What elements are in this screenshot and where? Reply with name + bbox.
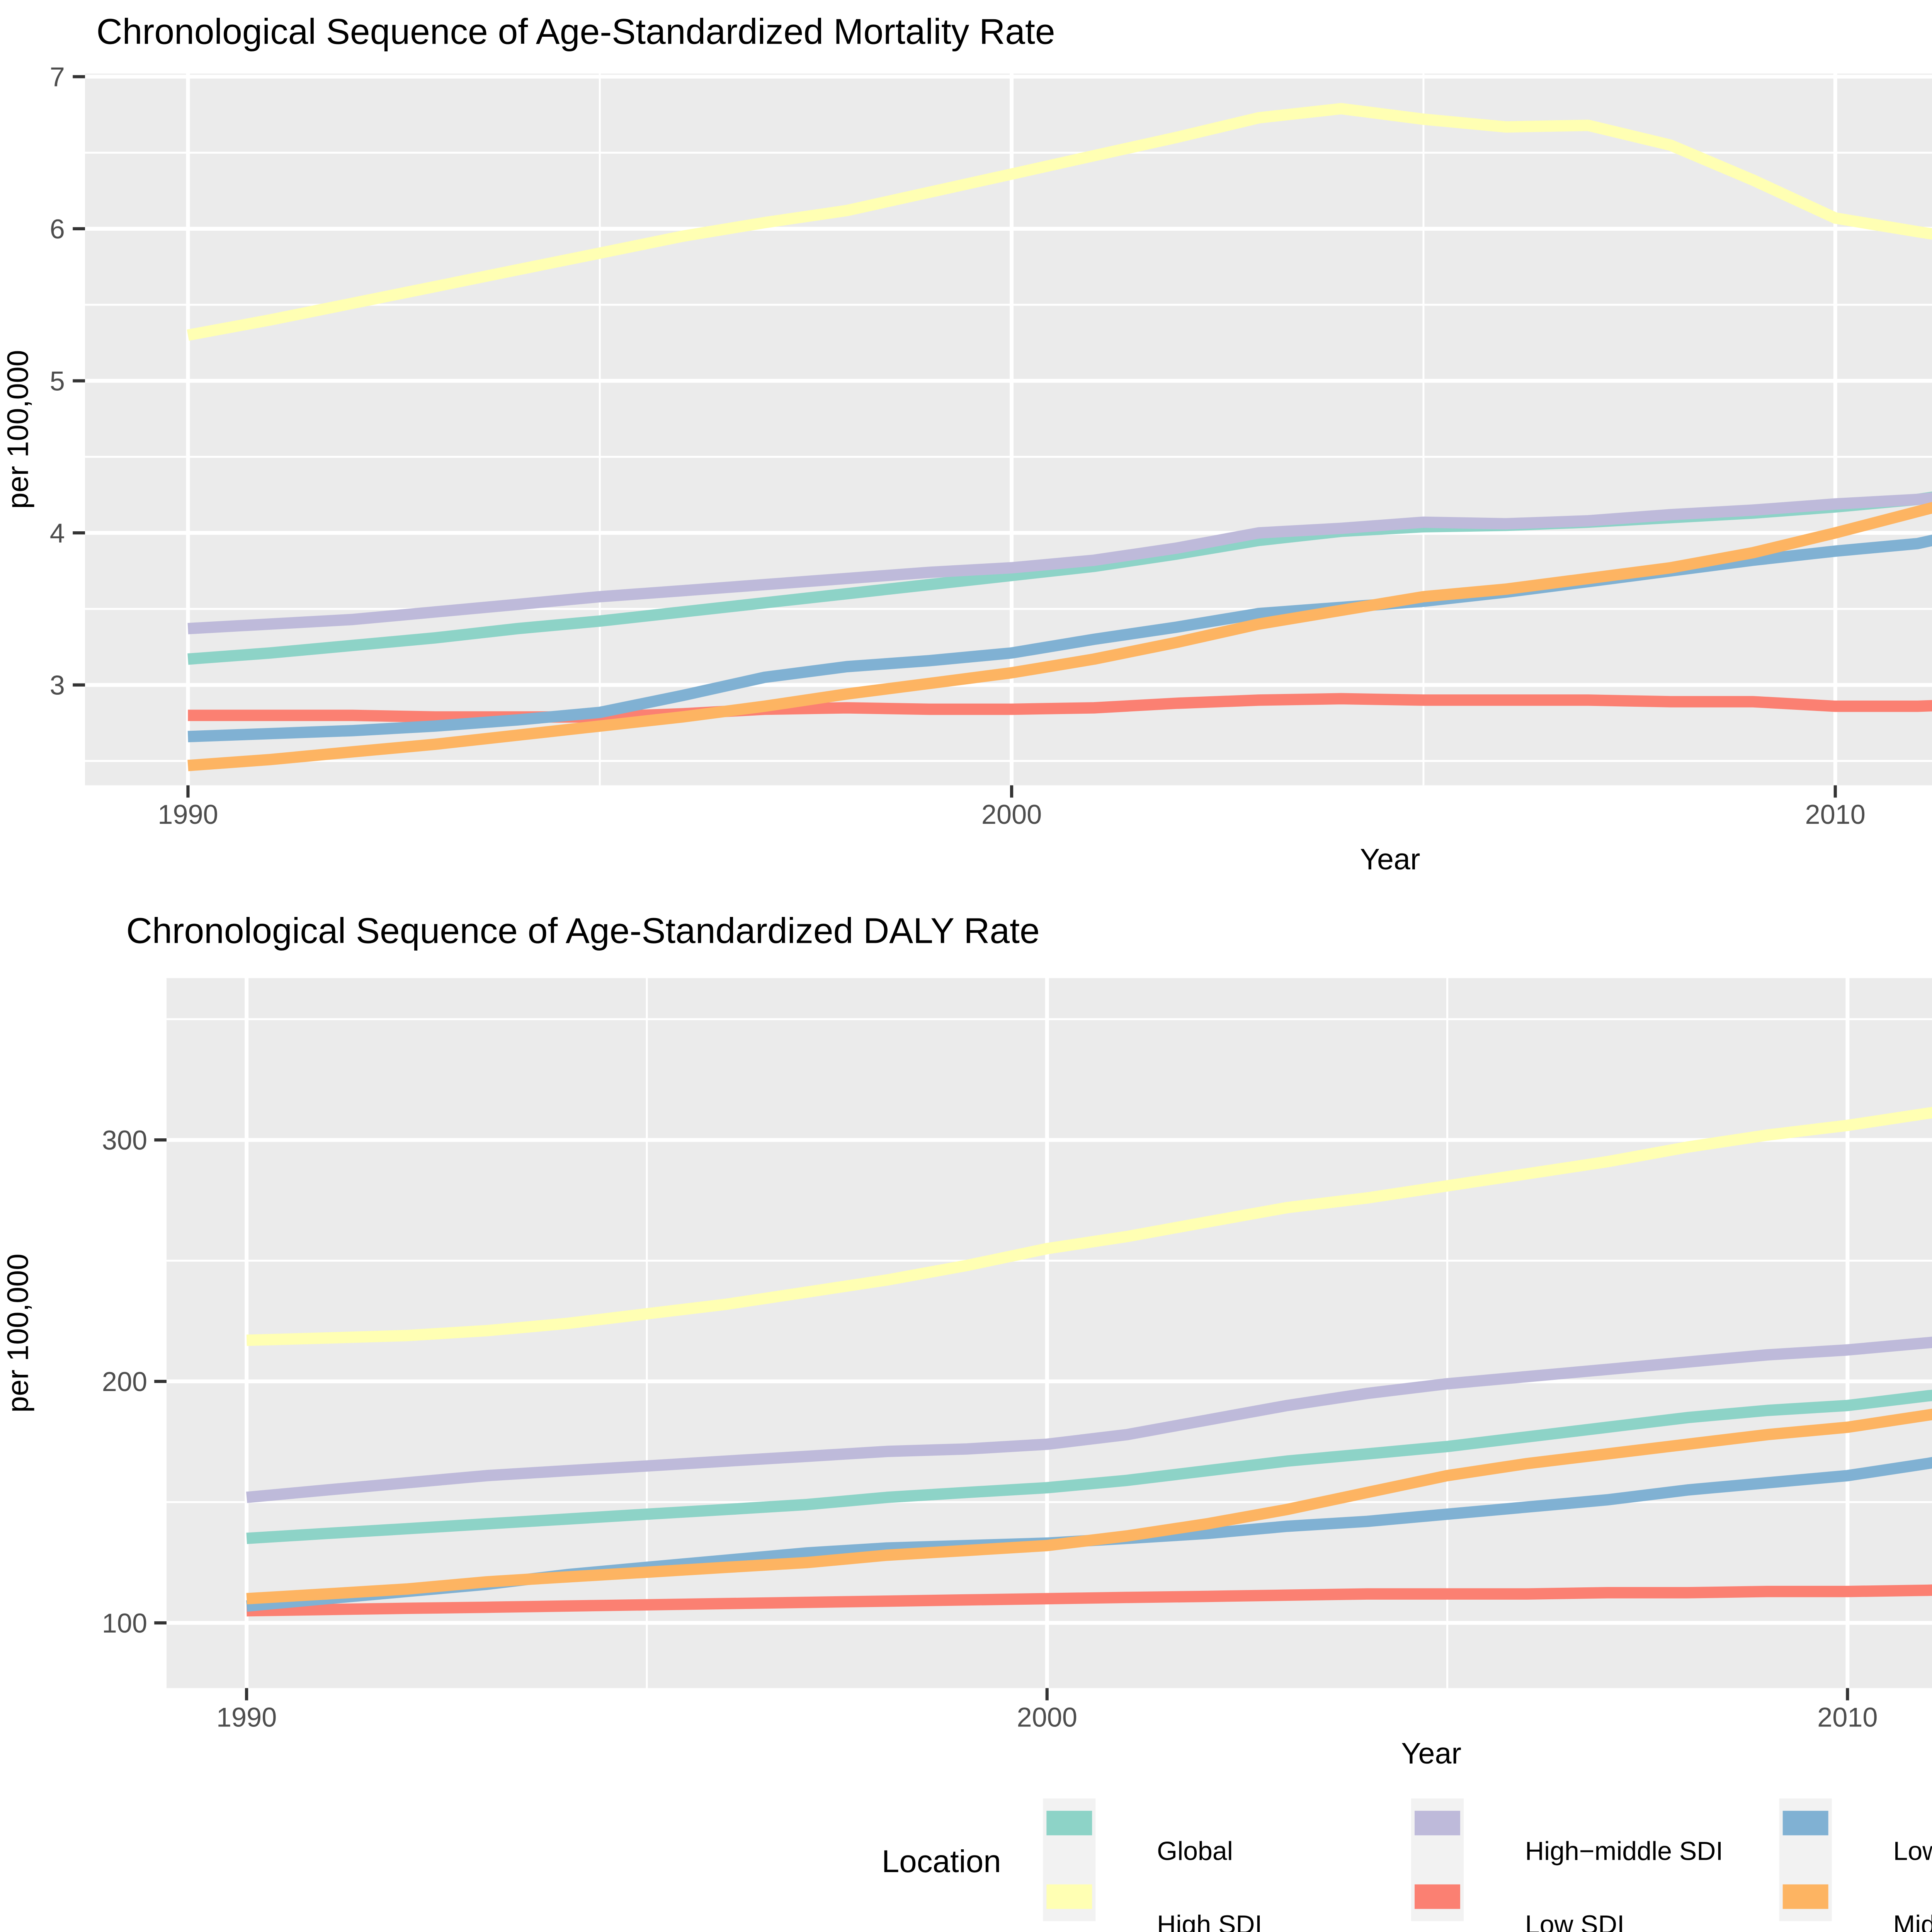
axis-tick-labels: 1002003001990200020102020 (102, 1125, 1878, 1733)
series-line-high-sdi (187, 103, 1932, 341)
axis-tick-marks (154, 1138, 1849, 1701)
legend-label-low-sdi: Low SDI (1525, 1910, 1625, 1932)
x-tick-label: 1990 (216, 1702, 277, 1733)
axis-tick-labels: 345671990200020102020 (50, 61, 1866, 830)
x-tick-label: 2000 (1017, 1702, 1077, 1733)
legend-label-high-sdi: High SDI (1157, 1910, 1262, 1932)
panel-background (85, 73, 1932, 786)
x-tick-label: 2010 (1817, 1702, 1878, 1733)
series-line-high-sdi (246, 1107, 1932, 1346)
legend-label-middle-sdi: Middle SDI (1893, 1910, 1932, 1932)
y-tick-label: 6 (50, 214, 65, 244)
daly-chart: 1002003001990200020102020 Chronological … (2, 911, 1932, 1770)
legend-swatch-high-sdi (1046, 1884, 1092, 1909)
legend-label-high-middle-sdi: High−middle SDI (1525, 1836, 1723, 1866)
legend-key-strip (1779, 1798, 1832, 1922)
series-line-high-middle-sdi (246, 1337, 1932, 1503)
mortality-chart: 345671990200020102020 Chronological Sequ… (2, 11, 1932, 876)
legend-swatch-high-middle-sdi (1415, 1811, 1460, 1835)
x-tick-label: 1990 (158, 799, 218, 830)
y-tick-label: 300 (102, 1125, 147, 1155)
y-tick-label: 5 (50, 366, 65, 396)
legend-swatch-low-middle-sdi (1782, 1811, 1828, 1835)
x-tick-label: 2000 (981, 799, 1042, 830)
chart-title-mortality: Chronological Sequence of Age-Standardiz… (97, 11, 1055, 51)
y-tick-label: 3 (50, 670, 65, 701)
legend: Location Global High SDI High−middle SDI… (0, 1770, 1932, 1932)
legend-key-strip (1043, 1798, 1096, 1922)
chart-title-daly: Chronological Sequence of Age-Standardiz… (126, 911, 1040, 951)
y-axis-title: per 100,000 (2, 1253, 35, 1413)
legend-label-low-middle-sdi: Low−middle SDI (1893, 1836, 1932, 1866)
y-tick-label: 4 (50, 518, 65, 548)
y-tick-label: 7 (50, 61, 65, 92)
axis-tick-marks (73, 75, 1837, 798)
x-axis-title: Year (1401, 1737, 1461, 1770)
legend-label-global: Global (1157, 1836, 1233, 1866)
y-axis-title: per 100,000 (2, 350, 35, 509)
y-tick-label: 100 (102, 1608, 147, 1638)
y-tick-label: 200 (102, 1366, 147, 1397)
major-gridlines (85, 73, 1932, 786)
series-line-global (246, 1389, 1932, 1544)
series-line-low-sdi (247, 1584, 1932, 1617)
legend-swatch-global (1046, 1811, 1092, 1835)
legend-swatch-middle-sdi (1782, 1884, 1828, 1909)
x-axis-title: Year (1360, 843, 1420, 876)
legend-key-strip (1411, 1798, 1464, 1922)
legend-title: Location (881, 1844, 1001, 1879)
legend-swatch-low-sdi (1415, 1884, 1460, 1909)
series-line-middle-sdi (246, 1408, 1932, 1605)
series-line-high-middle-sdi (187, 492, 1932, 634)
series-line-middle-sdi (187, 502, 1932, 771)
x-tick-label: 2010 (1805, 799, 1866, 830)
